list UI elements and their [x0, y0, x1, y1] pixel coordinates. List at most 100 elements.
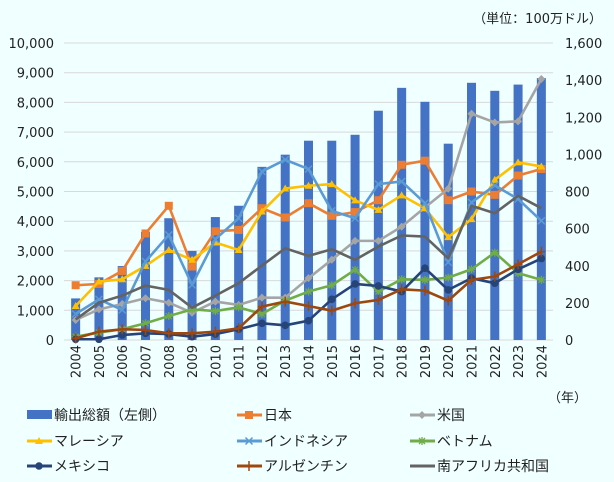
- bar-export-total: [234, 205, 244, 340]
- right-tick-label: 1,600: [565, 37, 602, 52]
- data-point-6: [467, 274, 476, 285]
- data-point-4: [327, 281, 336, 290]
- data-point-1: [467, 109, 476, 118]
- data-point-3: [211, 235, 220, 244]
- data-point-1: [211, 297, 220, 306]
- data-point-6: [351, 298, 360, 309]
- right-tick-label: 400: [565, 260, 590, 275]
- data-point-5: [421, 264, 429, 272]
- right-tick-label: 1,200: [565, 111, 602, 126]
- data-point-6: [94, 326, 103, 337]
- data-point-6: [514, 259, 523, 270]
- x-tick-label: 2012: [256, 345, 271, 378]
- bar-export-total: [420, 101, 430, 340]
- x-tick-label: 2015: [326, 345, 341, 378]
- x-tick-label: 2024: [535, 345, 550, 378]
- data-point-2: [351, 196, 360, 204]
- data-point-4: [211, 307, 220, 316]
- legend-marker: [35, 437, 43, 444]
- data-point-1: [351, 236, 360, 245]
- x-tick-label: 2007: [140, 345, 155, 378]
- data-point-5: [327, 295, 336, 304]
- legend-marker: [245, 461, 253, 471]
- x-tick-label: 2022: [489, 345, 504, 378]
- data-point-6: [188, 328, 197, 339]
- data-point-3: [234, 214, 243, 223]
- data-point-2: [94, 277, 103, 285]
- bar-export-total: [443, 143, 453, 340]
- data-point-6: [211, 326, 220, 337]
- bar-export-total: [257, 166, 267, 340]
- data-point-3: [281, 155, 290, 164]
- data-point-2: [71, 302, 80, 310]
- left-tick-label: 4,000: [17, 215, 54, 230]
- data-point-5: [118, 331, 127, 339]
- data-point-1: [164, 298, 173, 307]
- data-point-3: [444, 258, 453, 267]
- data-point-5: [95, 335, 103, 344]
- data-point-0: [118, 266, 127, 275]
- x-tick-label: 2009: [186, 345, 201, 378]
- data-point-4: [397, 275, 406, 284]
- data-point-3: [188, 280, 197, 289]
- data-point-6: [234, 323, 243, 334]
- data-point-3: [490, 181, 499, 190]
- legend-label: ベトナム: [437, 434, 493, 450]
- data-point-6: [71, 333, 80, 344]
- bar-export-total: [490, 90, 500, 340]
- right-tick-label: 800: [565, 186, 590, 201]
- data-point-2: [304, 181, 313, 189]
- bar-export-total: [513, 84, 523, 340]
- legend-label: 南アフリカ共和国: [437, 459, 549, 475]
- data-point-2: [397, 191, 406, 199]
- data-point-0: [141, 229, 150, 238]
- data-point-4: [537, 275, 546, 284]
- data-point-2: [467, 215, 476, 223]
- left-tick-label: 1,000: [17, 304, 54, 319]
- data-point-5: [281, 321, 290, 330]
- left-tick-label: 3,000: [17, 245, 54, 260]
- x-tick-label: 2019: [419, 345, 434, 378]
- x-tick-label: 2016: [349, 345, 364, 378]
- bar-export-total: [373, 110, 383, 340]
- legend-label: 米国: [437, 408, 465, 424]
- data-point-3: [374, 180, 383, 189]
- data-point-4: [467, 265, 476, 274]
- legend-label: 輸出総額（左側）: [54, 408, 166, 424]
- legend-marker: [245, 411, 253, 419]
- left-tick-label: 10,000: [9, 37, 55, 52]
- data-point-0: [490, 190, 499, 199]
- data-point-3: [327, 206, 336, 215]
- x-tick-label: 2014: [303, 345, 318, 378]
- right-tick-label: 1,000: [565, 148, 602, 163]
- left-tick-label: 5,000: [17, 186, 54, 201]
- left-tick-label: 7,000: [17, 126, 54, 141]
- data-point-0: [397, 160, 406, 169]
- data-point-3: [537, 216, 546, 225]
- data-point-0: [327, 211, 336, 220]
- data-point-6: [281, 296, 290, 307]
- left-tick-label: 9,000: [17, 67, 54, 82]
- bar-export-total: [327, 140, 337, 340]
- data-point-6: [141, 324, 150, 335]
- data-point-3: [257, 167, 266, 176]
- legend-marker: [418, 411, 426, 419]
- data-point-0: [188, 262, 197, 271]
- data-point-6: [397, 284, 406, 295]
- data-point-1: [397, 222, 406, 231]
- bar-export-total: [536, 78, 546, 341]
- data-point-0: [420, 156, 429, 165]
- unit-label: （単位：100万ドル）: [473, 12, 602, 27]
- data-point-4: [164, 312, 173, 321]
- data-point-4: [141, 319, 150, 328]
- x-tick-label: 2008: [163, 345, 178, 378]
- data-point-2: [281, 184, 290, 192]
- x-tick-label: 2023: [512, 345, 527, 378]
- data-point-4: [490, 248, 499, 257]
- data-point-1: [444, 184, 453, 193]
- data-point-1: [94, 305, 103, 314]
- x-tick-label: 2020: [442, 345, 457, 378]
- data-point-4: [514, 269, 523, 278]
- data-point-2: [537, 162, 546, 170]
- bar-export-total: [304, 140, 313, 340]
